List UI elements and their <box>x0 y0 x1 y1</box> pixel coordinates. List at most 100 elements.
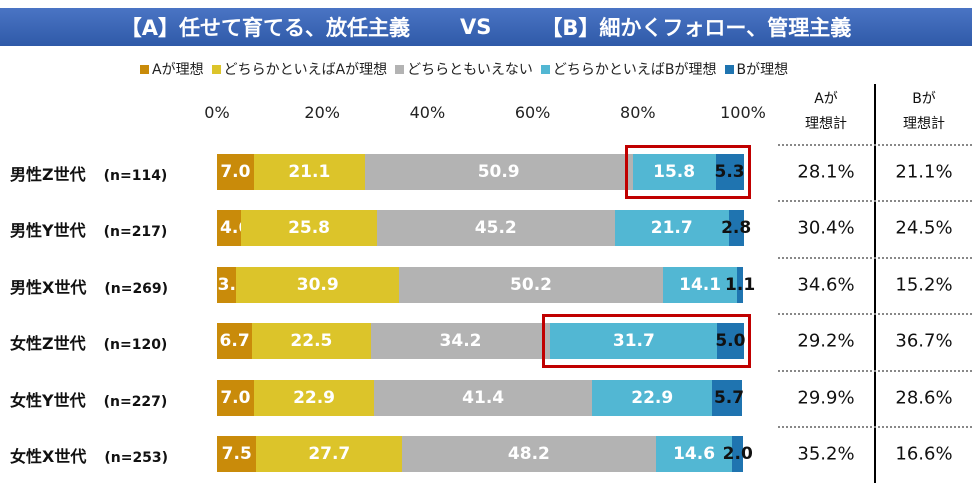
data-label: 7.5 <box>221 444 252 464</box>
row-divider <box>778 313 972 316</box>
bar-segment <box>712 379 743 416</box>
row-category: 女性Z世代 <box>10 334 86 354</box>
header-b-line1: Bが <box>912 91 936 107</box>
row-category: 男性Y世代 <box>10 221 86 241</box>
a-total-cell: 34.6% <box>797 274 855 296</box>
data-label: 7.0 <box>220 387 251 408</box>
bar-segment <box>217 210 242 247</box>
a-total-cell: 28.1% <box>797 161 855 183</box>
b-total-cell: 24.5% <box>895 217 953 239</box>
bar-segment <box>236 266 399 303</box>
data-label: 41.4 <box>462 387 505 408</box>
legend-item: どちらかといえばBが理想 <box>540 59 717 79</box>
bar-segment <box>217 436 257 472</box>
bar-segment <box>632 154 716 190</box>
b-total-cell: 36.7% <box>895 330 953 352</box>
legend-label: どちらともいえない <box>407 62 533 78</box>
bar-segment <box>241 210 377 247</box>
bar-segment <box>253 154 365 190</box>
legend: Aが理想 どちらかといえばAが理想 どちらともいえない どちらかといえばBが理想 Bが理… <box>140 59 788 79</box>
bar-segment <box>217 266 237 303</box>
row-category: 女性X世代 <box>10 447 87 466</box>
highlight-box <box>624 145 751 199</box>
data-label: 25.8 <box>288 218 331 239</box>
data-label: 48.2 <box>507 444 550 464</box>
data-label: 7.0 <box>220 162 251 182</box>
bar-segment <box>364 154 633 190</box>
legend-swatch <box>724 65 734 74</box>
row-divider <box>778 256 972 259</box>
bar-segment <box>717 323 744 360</box>
a-total-cell: 30.4% <box>797 217 855 239</box>
legend-swatch <box>211 65 221 74</box>
row-label: 男性Z世代 (n=114) <box>10 161 167 185</box>
title-a: 【A】任せて育てる、放任主義 <box>120 16 411 40</box>
data-label: 27.7 <box>308 444 351 464</box>
row-divider <box>778 369 972 372</box>
row-n: (n=227) <box>103 393 168 410</box>
title-b: 【B】細かくフォロー、管理主義 <box>541 16 852 40</box>
legend-swatch <box>140 65 149 74</box>
row-label: 女性Z世代 (n=120) <box>10 330 167 354</box>
bar-segment <box>732 436 743 472</box>
bar-segment <box>376 210 615 247</box>
x-tick-label: 40% <box>409 103 446 122</box>
bar-segment <box>217 323 253 360</box>
legend-label: どちらかといえばAが理想 <box>223 62 388 78</box>
data-label: 34.2 <box>439 331 482 352</box>
data-label: 22.9 <box>631 387 674 408</box>
a-total-cell: 29.2% <box>797 330 855 352</box>
bar-segment <box>715 154 744 190</box>
data-label: 45.2 <box>474 218 517 239</box>
data-label: 1.1 <box>725 274 756 295</box>
b-total-cell: 16.6% <box>895 443 953 465</box>
bar-segment <box>663 266 738 303</box>
data-label: 14.1 <box>679 274 722 295</box>
header-a-line2: 理想計 <box>805 116 847 132</box>
bar-segment <box>217 379 254 416</box>
row-n: (n=114) <box>103 168 168 184</box>
row-n: (n=253) <box>104 450 169 466</box>
data-label: 50.9 <box>477 162 520 182</box>
data-label: 5.7 <box>713 387 745 408</box>
header-a-total: Aが理想計 <box>778 87 874 137</box>
legend-swatch <box>395 65 405 74</box>
header-b-total: Bが 理想計 <box>876 87 972 137</box>
data-label: 5.3 <box>714 162 745 182</box>
bar-segment <box>728 210 744 247</box>
data-label: 22.9 <box>293 387 336 408</box>
x-tick-label: 100% <box>720 103 766 122</box>
data-label: 14.6 <box>673 444 716 464</box>
data-label: 21.7 <box>650 218 693 239</box>
chart-title-banner: 【A】任せて育てる、放任主義 VS 【B】細かくフォロー、管理主義 <box>0 8 972 46</box>
x-tick-label: 60% <box>514 103 551 122</box>
legend-item: どちらかといえばAが理想 <box>211 59 388 79</box>
data-label: 2.8 <box>721 218 752 239</box>
row-category: 男性X世代 <box>10 277 87 297</box>
b-total-cell: 21.1% <box>895 161 953 183</box>
data-label: 31.7 <box>612 331 655 352</box>
legend-item: Bが理想 <box>724 59 789 79</box>
data-label: 50.2 <box>510 274 552 295</box>
legend-swatch <box>540 65 550 74</box>
bar-segment <box>737 266 743 303</box>
a-total-cell: 29.9% <box>797 387 855 409</box>
legend-label: どちらかといえばBが理想 <box>552 62 717 78</box>
legend-item: どちらともいえない <box>395 59 533 79</box>
data-label: 5.0 <box>715 331 746 352</box>
header-a-line1: Aが <box>814 91 838 107</box>
title-vs: VS <box>460 15 492 39</box>
row-n: (n=269) <box>104 280 169 297</box>
row-n: (n=217) <box>103 224 168 241</box>
bar-segment <box>256 436 403 472</box>
highlight-box <box>542 314 751 369</box>
bar-segment <box>592 379 713 416</box>
bar-segment <box>402 436 656 472</box>
legend-label: Bが理想 <box>736 62 789 78</box>
b-total-cell: 28.6% <box>895 387 953 409</box>
bar-segment <box>398 266 664 303</box>
row-label: 女性Y世代 (n=227) <box>10 387 167 411</box>
data-label: 6.7 <box>219 331 250 352</box>
table-divider <box>874 84 876 483</box>
x-tick-label: 20% <box>304 103 340 122</box>
